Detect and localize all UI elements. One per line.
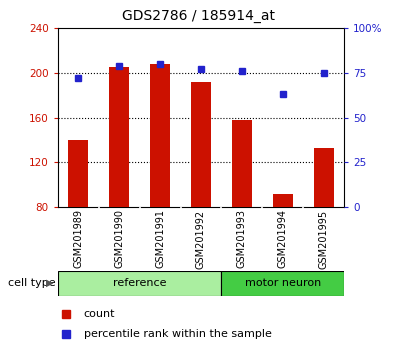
Text: GSM201992: GSM201992 — [196, 209, 206, 269]
Text: percentile rank within the sample: percentile rank within the sample — [84, 329, 271, 339]
Text: GSM201995: GSM201995 — [319, 209, 329, 269]
Text: GDS2786 / 185914_at: GDS2786 / 185914_at — [123, 9, 275, 23]
Text: GSM201991: GSM201991 — [155, 210, 165, 268]
Text: motor neuron: motor neuron — [245, 278, 321, 288]
Text: GSM201993: GSM201993 — [237, 210, 247, 268]
Bar — [273, 194, 293, 207]
Bar — [150, 64, 170, 207]
Text: reference: reference — [113, 278, 166, 288]
Text: GSM201990: GSM201990 — [114, 210, 124, 268]
Text: GSM201989: GSM201989 — [73, 210, 83, 268]
Bar — [232, 120, 252, 207]
Text: ▶: ▶ — [46, 278, 54, 288]
Text: count: count — [84, 309, 115, 319]
Bar — [191, 82, 211, 207]
Bar — [68, 140, 88, 207]
Bar — [221, 271, 344, 296]
Bar — [314, 148, 334, 207]
Text: cell type: cell type — [8, 278, 56, 288]
Text: GSM201994: GSM201994 — [278, 210, 288, 268]
Bar — [58, 271, 221, 296]
Bar — [109, 67, 129, 207]
